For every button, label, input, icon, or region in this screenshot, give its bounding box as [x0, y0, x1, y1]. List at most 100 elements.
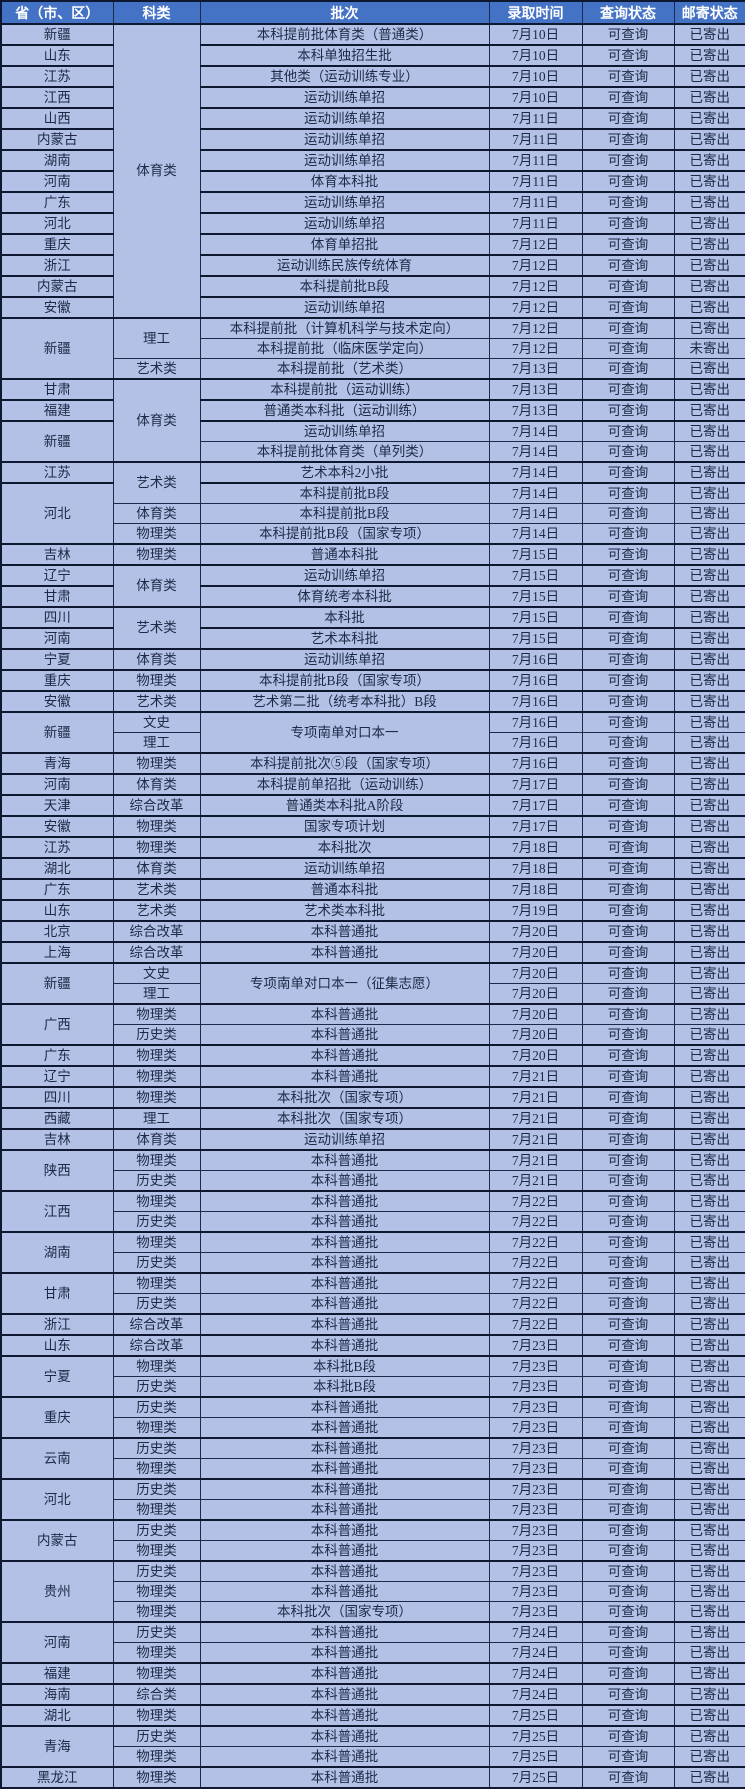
table-row: 新疆 体育类 本科提前批体育类（普通类） 7月10日 可查询 已寄出: [0, 23, 745, 319]
province-cell: 新疆: [0, 420, 114, 463]
table-row: 江西 物理类 本科普通批 7月22日 可查询 已寄出: [0, 1190, 745, 1233]
province-cell: 北京: [0, 920, 114, 943]
date-cell: 7月23日: [488, 1581, 583, 1602]
table-row: 物理类 本科普通批 7月23日 可查询 已寄出: [1, 1458, 745, 1480]
batch-cell: 体育单招批: [199, 233, 490, 256]
date-cell: 7月16日: [488, 669, 583, 692]
batch-cell: 本科提前批B段: [199, 503, 490, 524]
query-status-cell: 可查询: [581, 65, 675, 88]
category-cell: 物理类: [112, 669, 201, 692]
province-cell: 江苏: [0, 461, 114, 484]
query-status-cell: 可查询: [581, 503, 675, 524]
mail-status-cell: 已寄出: [673, 941, 745, 964]
date-cell: 7月16日: [488, 752, 583, 775]
date-cell: 7月14日: [488, 482, 583, 504]
province-cell: 贵州: [0, 1560, 114, 1623]
query-status-cell: 可查询: [581, 399, 675, 422]
table-row: 陕西 物理类 本科普通批 7月21日 可查询 已寄出: [0, 1149, 745, 1192]
date-cell: 7月23日: [488, 1540, 583, 1562]
table-row: 本科提前批体育类（单列类） 7月14日 可查询 已寄出: [1, 441, 745, 463]
table-row: 物理类 本科普通批 7月23日 可查询 已寄出: [1, 1499, 745, 1521]
category-cell: 艺术类: [112, 461, 201, 504]
category-cell: 体育类: [112, 503, 201, 524]
date-cell: 7月25日: [488, 1746, 583, 1768]
table-row: 河南 体育本科批 7月11日 可查询 已寄出: [0, 170, 745, 193]
table-row: 安徽 运动训练单招 7月12日 可查询 已寄出: [0, 296, 745, 319]
category-cell: 历史类: [112, 1170, 201, 1192]
category-cell: 艺术类: [112, 878, 201, 901]
batch-cell: 本科批次（国家专项）: [199, 1601, 490, 1623]
mail-status-cell: 已寄出: [673, 1683, 745, 1706]
query-status-cell: 可查询: [581, 1128, 675, 1151]
query-status-cell: 可查询: [581, 899, 675, 922]
category-cell: 历史类: [112, 1211, 201, 1233]
column-header-mail-status: 邮寄状态: [673, 0, 745, 25]
query-status-cell: 可查询: [581, 191, 675, 214]
mail-status-cell: 已寄出: [673, 773, 745, 796]
mail-status-cell: 已寄出: [673, 815, 745, 838]
mail-status-cell: 已寄出: [673, 461, 745, 484]
province-cell: 江苏: [0, 65, 114, 88]
table-row: 福建 普通类本科批（运动训练） 7月13日 可查询 已寄出: [0, 399, 745, 422]
mail-status-cell: 已寄出: [673, 170, 745, 193]
mail-status-cell: 已寄出: [673, 23, 745, 46]
table-row: 物理类 本科普通批 7月23日 可查询 已寄出: [1, 1540, 745, 1562]
batch-cell: 本科普通批: [199, 1044, 490, 1067]
date-cell: 7月24日: [488, 1621, 583, 1643]
mail-status-cell: 已寄出: [673, 1437, 745, 1459]
mail-status-cell: 已寄出: [673, 1086, 745, 1109]
table-row: 物理类 本科普通批 7月25日 可查询 已寄出: [1, 1746, 745, 1768]
table-row: 青海 物理类 本科提前批次⑤段（国家专项） 7月16日 可查询 已寄出: [0, 752, 745, 775]
mail-status-cell: 已寄出: [673, 564, 745, 587]
province-cell: 河南: [0, 1621, 114, 1664]
date-cell: 7月13日: [488, 378, 583, 401]
table-row: 山东 艺术类 艺术类本科批 7月19日 可查询 已寄出: [0, 899, 745, 922]
column-header-date: 录取时间: [488, 0, 583, 25]
table-row: 历史类 本科普通批 7月20日 可查询 已寄出: [1, 1024, 745, 1046]
mail-status-cell: 已寄出: [673, 1293, 745, 1315]
table-row: 新疆 运动训练单招 7月14日 可查询 已寄出: [0, 420, 745, 463]
category-cell: 综合类: [112, 1683, 201, 1706]
province-cell: 江苏: [0, 836, 114, 859]
category-cell: 文史: [112, 962, 201, 984]
date-cell: 7月16日: [488, 732, 583, 754]
date-cell: 7月11日: [488, 191, 583, 214]
province-cell: 陕西: [0, 1149, 114, 1192]
batch-cell: 运动训练单招: [199, 564, 490, 587]
batch-cell: 本科提前批B段: [199, 482, 490, 504]
table-row: 四川 艺术类 本科批 7月15日 可查询 已寄出: [0, 606, 745, 650]
category-cell: 物理类: [112, 1086, 201, 1109]
province-cell: 甘肃: [0, 378, 114, 401]
batch-cell: 体育统考本科批: [199, 585, 490, 608]
category-cell: 物理类: [112, 1540, 201, 1562]
batch-cell: 本科提前批B段: [199, 275, 490, 298]
category-cell: 历史类: [112, 1437, 201, 1459]
mail-status-cell: 已寄出: [673, 752, 745, 775]
query-status-cell: 可查询: [581, 627, 675, 650]
date-cell: 7月21日: [488, 1128, 583, 1151]
table-row: 湖南 运动训练单招 7月11日 可查询 已寄出: [0, 149, 745, 172]
province-cell: 新疆: [0, 711, 114, 754]
category-cell: 物理类: [112, 1231, 201, 1253]
mail-status-cell: 未寄出: [673, 338, 745, 359]
batch-cell: 运动训练单招: [199, 420, 490, 442]
date-cell: 7月15日: [488, 543, 583, 566]
date-cell: 7月11日: [488, 107, 583, 130]
batch-cell: 本科普通批: [199, 1334, 490, 1357]
batch-cell: 本科提前批（运动训练）: [199, 378, 490, 401]
table-row: 河北 运动训练单招 7月11日 可查询 已寄出: [0, 212, 745, 235]
table-row: 新疆 文史 专项南单对口本一（征集志愿） 7月20日 可查询 已寄出: [0, 962, 745, 1005]
table-row: 重庆 体育单招批 7月12日 可查询 已寄出: [0, 233, 745, 256]
mail-status-cell: 已寄出: [673, 690, 745, 713]
mail-status-cell: 已寄出: [673, 606, 745, 629]
table-row: 历史类 本科普通批 7月21日 可查询 已寄出: [1, 1170, 745, 1192]
table-row: 安徽 物理类 国家专项计划 7月17日 可查询 已寄出: [0, 815, 745, 838]
batch-cell: 本科普通批: [199, 1024, 490, 1046]
query-status-cell: 可查询: [581, 296, 675, 319]
batch-cell: 本科普通批: [199, 1746, 490, 1768]
table-row: 物理类 本科普通批 7月23日 可查询 已寄出: [1, 1417, 745, 1439]
date-cell: 7月23日: [488, 1601, 583, 1623]
category-cell: 历史类: [112, 1560, 201, 1582]
column-header-batch: 批次: [199, 0, 490, 25]
mail-status-cell: 已寄出: [673, 296, 745, 319]
